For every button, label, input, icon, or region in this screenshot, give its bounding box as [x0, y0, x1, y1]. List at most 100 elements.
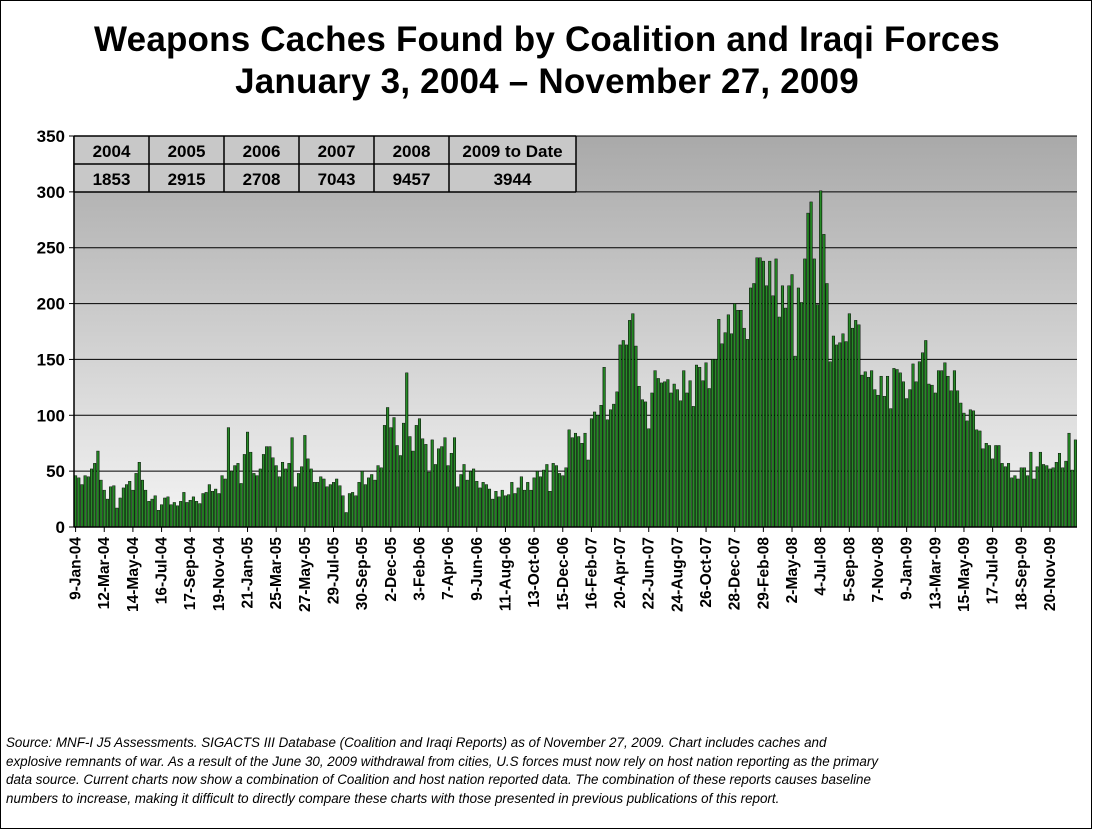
y-tick-label: 300: [37, 183, 65, 202]
bar: [650, 392, 654, 528]
x-tick-label: 2-May-08: [784, 537, 801, 604]
bar: [169, 504, 173, 528]
bar: [325, 486, 329, 528]
bar: [1073, 439, 1077, 528]
bar: [564, 467, 568, 528]
bar: [812, 258, 816, 528]
bar: [905, 398, 909, 528]
bar: [268, 446, 272, 528]
bar: [631, 313, 635, 528]
bar: [128, 481, 132, 528]
bar: [1010, 477, 1014, 528]
bar: [787, 285, 791, 528]
bar: [309, 468, 313, 528]
bar: [917, 361, 921, 528]
bar: [1038, 451, 1042, 528]
bar: [99, 479, 103, 528]
bar: [156, 510, 160, 528]
bar: [118, 497, 122, 528]
bar: [618, 344, 622, 528]
bar: [198, 503, 202, 528]
bar: [417, 418, 421, 528]
bar: [577, 436, 581, 528]
x-tick-label: 25-Mar-05: [268, 537, 285, 610]
bar: [226, 427, 230, 528]
bar: [230, 470, 234, 528]
bar: [519, 476, 523, 528]
bar: [179, 501, 183, 528]
bar: [112, 485, 116, 528]
bar: [312, 482, 316, 528]
bar: [930, 384, 934, 528]
bar: [96, 450, 100, 528]
bar: [367, 477, 371, 528]
x-tick-label: 15-May-09: [956, 537, 973, 612]
bar: [634, 345, 638, 528]
bar: [707, 388, 711, 528]
x-tick-label: 21-Jan-05: [240, 537, 257, 609]
bar: [538, 476, 542, 528]
x-tick-label: 24-Aug-07: [669, 537, 686, 612]
bar: [188, 499, 192, 528]
bar: [182, 492, 186, 528]
bar: [277, 476, 281, 528]
bar: [261, 454, 265, 528]
x-tick-label: 26-Oct-07: [698, 537, 715, 608]
bar: [936, 370, 940, 528]
bar: [408, 436, 412, 528]
table-year-header: 2008: [393, 142, 431, 161]
bar: [382, 425, 386, 528]
bar: [465, 479, 469, 528]
bar: [844, 341, 848, 528]
bar: [1067, 432, 1071, 528]
bar: [691, 406, 695, 528]
bar: [427, 472, 431, 528]
bar: [863, 371, 867, 528]
bar: [115, 507, 119, 528]
bar: [573, 432, 578, 528]
bar: [1042, 464, 1046, 528]
x-tick-label: 16-Feb-07: [583, 537, 600, 609]
table-year-header: 2007: [318, 142, 356, 161]
x-tick-label: 2-Dec-05: [383, 537, 400, 602]
y-tick-label: 250: [37, 239, 65, 258]
bar: [730, 333, 734, 528]
x-tick-label: 29-Feb-08: [755, 537, 772, 610]
bar: [214, 488, 218, 528]
table-year-header: 2004: [93, 142, 131, 161]
bar: [338, 485, 342, 528]
bar: [765, 285, 769, 528]
bar: [503, 495, 507, 528]
y-tick-label: 100: [37, 406, 65, 425]
x-tick-label: 13-Oct-06: [526, 537, 543, 608]
bar: [233, 465, 237, 528]
bar: [1013, 475, 1017, 528]
bar: [972, 410, 976, 528]
bar: [790, 274, 794, 528]
bar: [163, 497, 167, 528]
bar: [847, 313, 851, 528]
source-note-line: data source. Current charts now show a c…: [6, 772, 871, 788]
bar: [774, 258, 778, 528]
bar: [1019, 467, 1023, 528]
bar: [507, 494, 511, 528]
bar: [411, 450, 415, 528]
bar: [561, 475, 565, 528]
x-tick-label: 9-Jan-04: [68, 537, 85, 600]
bar: [647, 428, 651, 528]
bar: [768, 260, 772, 528]
bar: [204, 492, 208, 528]
bar: [1061, 467, 1065, 528]
bar: [77, 477, 81, 528]
bar: [933, 392, 937, 528]
bar: [570, 437, 574, 528]
bar: [510, 482, 514, 528]
bar: [1007, 463, 1011, 528]
bar: [866, 377, 870, 528]
bar: [739, 310, 743, 528]
bar: [484, 484, 488, 528]
bar: [710, 359, 714, 528]
bar: [535, 470, 539, 528]
bar: [796, 287, 800, 528]
bar: [924, 340, 928, 528]
